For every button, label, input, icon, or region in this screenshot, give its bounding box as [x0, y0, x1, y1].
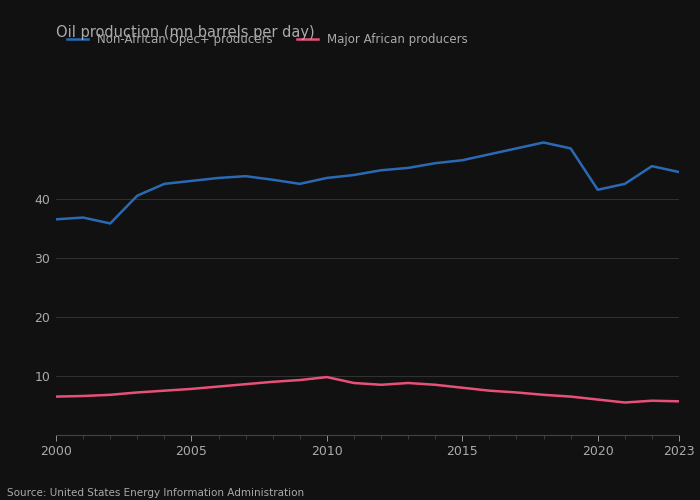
Text: Oil production (mn barrels per day): Oil production (mn barrels per day)	[56, 25, 314, 40]
Legend: Non-African Opec+ producers, Major African producers: Non-African Opec+ producers, Major Afric…	[62, 28, 472, 50]
Text: Source: United States Energy Information Administration: Source: United States Energy Information…	[7, 488, 304, 498]
